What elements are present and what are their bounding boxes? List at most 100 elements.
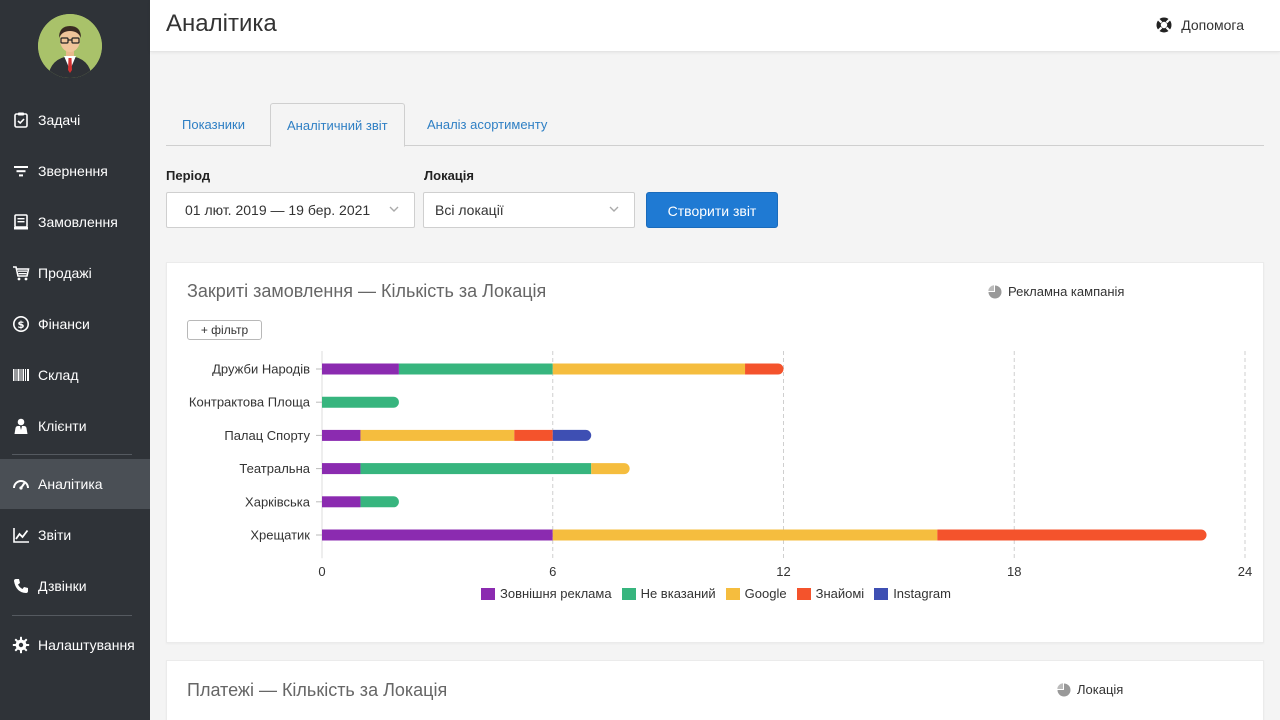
sidebar-item-label: Склад [38,367,79,383]
sidebar-item-calls[interactable]: Дзвінки [0,561,150,611]
legend-item[interactable]: Не вказаний [621,586,716,601]
speedometer-icon [12,475,30,493]
bar-segment [398,363,553,375]
period-select[interactable]: 01 лют. 2019 — 19 бер. 2021 [166,192,415,228]
filter-lines-icon [12,162,30,180]
page-title: Аналітика [166,10,277,37]
bar-segment [745,363,784,375]
location-toggle[interactable]: Локація [1057,682,1123,697]
line-chart-icon [12,526,30,544]
chart-legend: Зовнішня реклама Не вказаний Google Знайомі… [167,586,1265,601]
tab-assortment-analysis[interactable]: Аналіз асортименту [427,117,548,132]
legend-item[interactable]: Instagram [874,586,951,601]
create-report-button[interactable]: Створити звіт [646,192,778,228]
sidebar-item-label: Фінанси [38,316,90,332]
add-filter-button[interactable]: + фільтр [187,320,262,340]
bar-segment [322,396,399,408]
campaign-toggle[interactable]: Рекламна кампанія [988,284,1124,299]
legend-swatch [621,587,636,600]
sidebar-item-requests[interactable]: Звернення [0,146,150,196]
pie-chart-icon [1057,682,1071,696]
tab-indicators[interactable]: Показники [182,117,245,132]
location-select[interactable]: Всі локації [423,192,635,228]
card-title: Платежі — Кількість за Локація [187,680,448,700]
sidebar-item-label: Звіти [38,527,72,543]
bar-segment [552,429,592,441]
sidebar-item-finance[interactable]: $ Фінанси [0,299,150,349]
chevron-down-icon [389,206,399,212]
user-icon [12,417,30,435]
closed-orders-card: Закриті замовлення — Кількість за Локаці… [166,262,1264,643]
sidebar-item-warehouse[interactable]: Склад [0,350,150,400]
sidebar-item-label: Аналітика [38,476,103,492]
help-label: Допомога [1181,17,1244,33]
legend-label: Знайомі [815,586,865,601]
x-tick-label: 18 [1007,564,1021,579]
y-category-label: Театральна [239,461,310,476]
bar-segment [322,496,361,508]
x-tick-label: 12 [776,564,790,579]
bar-segment [360,496,399,508]
bar-segment [322,529,553,541]
sidebar: Задачі Звернення Замовлення Продажі $ Фі… [0,0,150,720]
legend-swatch [796,587,811,600]
sidebar-item-tasks[interactable]: Задачі [0,95,150,145]
user-avatar-image [38,14,102,78]
sidebar-item-label: Дзвінки [38,578,87,594]
sidebar-item-label: Налаштування [38,637,135,653]
gear-icon [12,636,30,654]
shopping-cart-icon [12,264,30,282]
legend-swatch [874,587,889,600]
tab-analytic-report[interactable]: Аналітичний звіт [270,103,405,147]
bar-segment [937,529,1207,541]
location-value: Всі локації [435,202,504,218]
sidebar-item-reports[interactable]: Звіти [0,510,150,560]
y-category-label: Палац Спорту [224,428,310,443]
receipt-icon [12,213,30,231]
sidebar-item-settings[interactable]: Налаштування [0,620,150,670]
legend-item[interactable]: Зовнішня реклама [480,586,612,601]
sidebar-divider [12,454,132,455]
stacked-bar-chart: 0 6 12 18 24 Дружби Народів Контрактова Площа П… [189,351,1252,579]
bar-segment [322,463,361,475]
chevron-down-icon [609,206,619,212]
legend-label: Не вказаний [640,586,716,601]
bar-segment [552,529,938,541]
avatar[interactable] [38,14,102,78]
dollar-circle-icon: $ [12,315,30,333]
help-button[interactable]: Допомога [1155,16,1244,34]
bar-segment [514,429,553,441]
location-toggle-label: Локація [1077,682,1124,697]
sidebar-item-label: Задачі [38,112,81,128]
bar-segment [552,363,746,375]
sidebar-item-clients[interactable]: Клієнти [0,401,150,451]
legend-item[interactable]: Google [725,586,787,601]
pie-chart-icon [988,284,1002,298]
sidebar-item-label: Продажі [38,265,92,281]
y-category-label: Контрактова Площа [189,395,311,410]
analytics-tabs: Показники Аналітичний звіт Аналіз асорти… [166,103,1264,147]
payments-card: Платежі — Кількість за Локація Локація [166,660,1264,720]
bar-segment [360,463,592,475]
y-category-label: Харківська [245,494,311,509]
bar-segment [322,429,361,441]
sidebar-item-orders[interactable]: Замовлення [0,197,150,247]
barcode-icon [12,366,30,384]
sidebar-item-sales[interactable]: Продажі [0,248,150,298]
sidebar-item-analytics[interactable]: Аналітика [0,459,150,509]
svg-text:$: $ [18,320,25,331]
bar-segment [360,429,515,441]
card-title: Закриті замовлення — Кількість за Локаці… [187,281,547,301]
legend-label: Instagram [893,586,951,601]
lifebuoy-icon [1156,17,1172,33]
legend-label: Зовнішня реклама [499,586,612,601]
page-header: Аналітика Допомога [150,0,1280,52]
location-label: Локація [424,168,474,183]
sidebar-item-label: Замовлення [38,214,118,230]
phone-icon [12,577,30,595]
legend-item[interactable]: Знайомі [796,586,865,601]
period-value: 01 лют. 2019 — 19 бер. 2021 [185,202,371,218]
sidebar-divider [12,615,132,616]
x-tick-label: 24 [1238,564,1252,579]
x-tick-label: 0 [318,564,325,579]
